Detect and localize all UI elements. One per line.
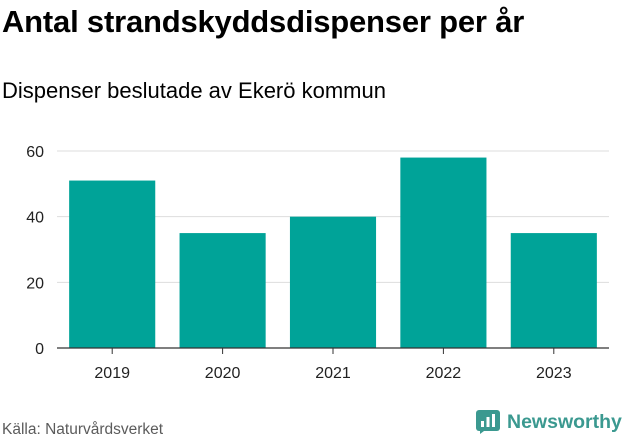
x-tick-label: 2020 (205, 365, 241, 382)
axes: 0 20 40 60 2019 2020 2021 2022 2023 (26, 144, 609, 382)
bar-2023 (510, 233, 597, 348)
source-note: Källa: Naturvårdsverket (2, 421, 164, 438)
bar-chart: 0 20 40 60 2019 2020 2021 2022 2023 (26, 144, 609, 382)
bar-2021 (289, 216, 377, 348)
x-tick-label: 2021 (315, 365, 351, 382)
y-tick-label: 60 (26, 144, 44, 161)
bar-2022 (400, 157, 487, 348)
brand-name: Newsworthy (507, 410, 622, 433)
y-tick-label: 20 (26, 275, 44, 292)
y-tick-label: 0 (35, 341, 44, 358)
chart-subtitle: Dispenser beslutade av Ekerö kommun (2, 78, 386, 103)
bar-2020 (179, 233, 266, 348)
x-tick-label: 2019 (94, 365, 130, 382)
x-tick-label: 2022 (426, 365, 462, 382)
y-tick-label: 40 (26, 210, 44, 227)
bars (69, 157, 597, 348)
x-tick-label: 2023 (536, 365, 572, 382)
newsworthy-logo-icon (476, 410, 500, 434)
brand: Newsworthy (476, 408, 622, 436)
bar-2019 (69, 180, 156, 348)
chart-title: Antal strandskyddsdispenser per år (2, 4, 525, 39)
